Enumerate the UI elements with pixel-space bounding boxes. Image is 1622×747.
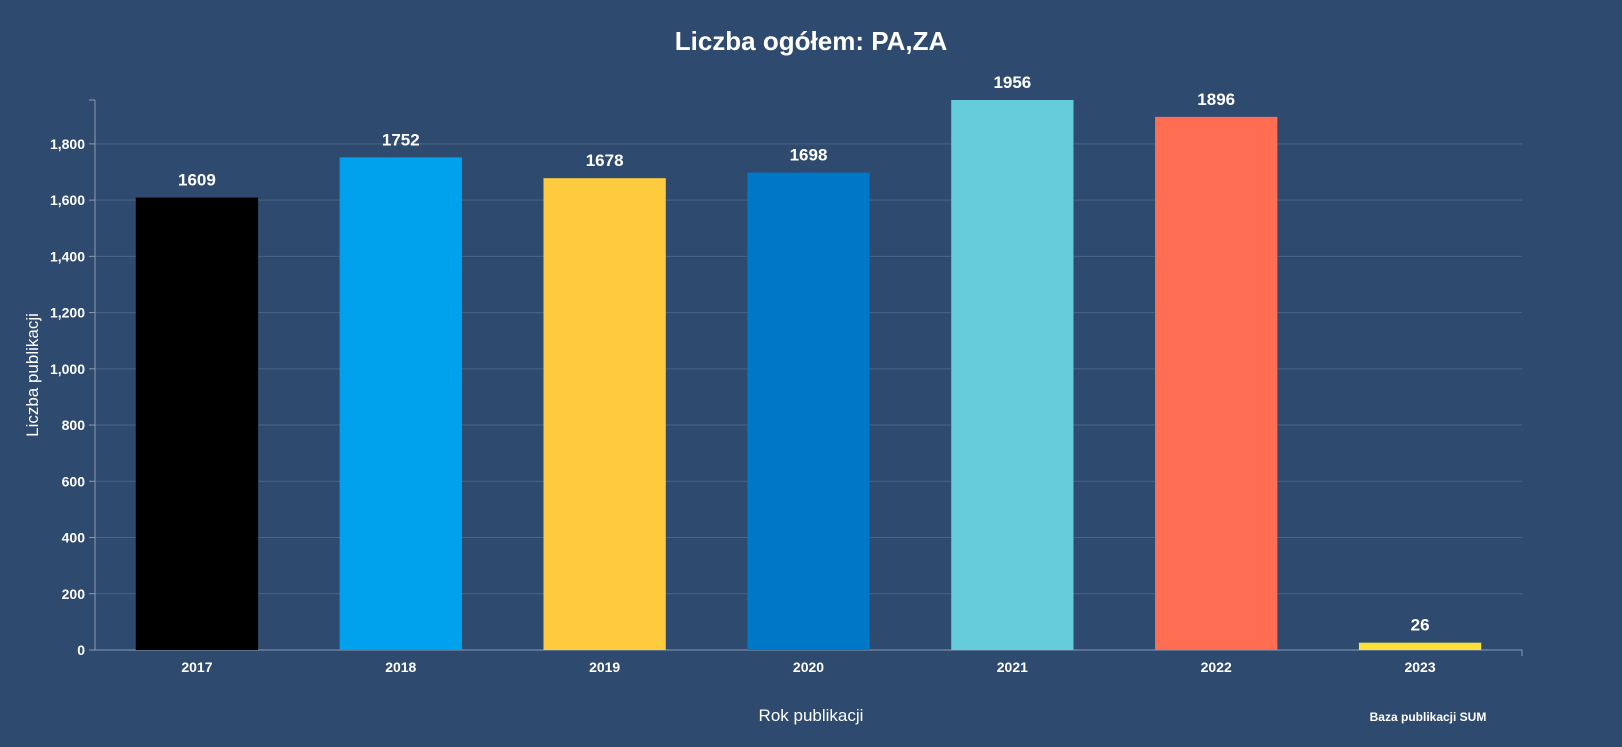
data-label-2018: 1752 [382, 130, 420, 149]
x-tick-label-2023: 2023 [1404, 659, 1435, 675]
data-labels: 1609 1752 1678 1698 1956 1896 26 [178, 73, 1430, 635]
y-tick-label: 600 [62, 473, 86, 489]
y-tick-label: 200 [62, 586, 86, 602]
y-tick-label: 1,600 [50, 192, 85, 208]
x-tick-label-2020: 2020 [793, 659, 824, 675]
data-label-2021: 1956 [993, 73, 1031, 92]
bar-2021 [951, 100, 1074, 650]
chart-title: Liczba ogółem: PA,ZA [675, 26, 948, 56]
data-label-2023: 26 [1411, 616, 1430, 635]
bar-2017 [135, 197, 259, 650]
x-tick-label-2018: 2018 [385, 659, 416, 675]
bar-2022 [1155, 116, 1278, 651]
y-axis-label: Liczba publikacji [23, 313, 42, 437]
data-label-2019: 1678 [586, 151, 624, 170]
data-label-2020: 1698 [790, 146, 828, 165]
credit-text: Baza publikacji SUM [1370, 710, 1487, 724]
x-tick-label-2021: 2021 [997, 659, 1028, 675]
bar-2019 [543, 178, 666, 650]
bar-2018 [339, 157, 462, 650]
y-tick-label: 0 [77, 642, 85, 658]
y-tick-label: 1,200 [50, 305, 85, 321]
y-tick-label: 400 [62, 530, 86, 546]
x-axis-ticks: 2017 2018 2019 2020 2021 2022 2023 [181, 659, 1436, 675]
data-label-2022: 1896 [1197, 90, 1235, 109]
y-tick-label: 1,000 [50, 361, 85, 377]
x-tick-label-2017: 2017 [181, 659, 212, 675]
y-tick-label: 1,400 [50, 248, 85, 264]
bar-2020 [747, 172, 870, 650]
y-axis-ticks: 0 200 400 600 800 1,000 1,200 1,400 1,600 1,800 [50, 136, 95, 658]
x-tick-label-2019: 2019 [589, 659, 620, 675]
x-tick-label-2022: 2022 [1201, 659, 1232, 675]
data-label-2017: 1609 [178, 171, 216, 190]
y-tick-label: 1,800 [50, 136, 85, 152]
y-tick-label: 800 [62, 417, 86, 433]
bars [135, 100, 1482, 651]
x-axis-label: Rok publikacji [759, 706, 864, 725]
bar-2023 [1358, 642, 1482, 650]
